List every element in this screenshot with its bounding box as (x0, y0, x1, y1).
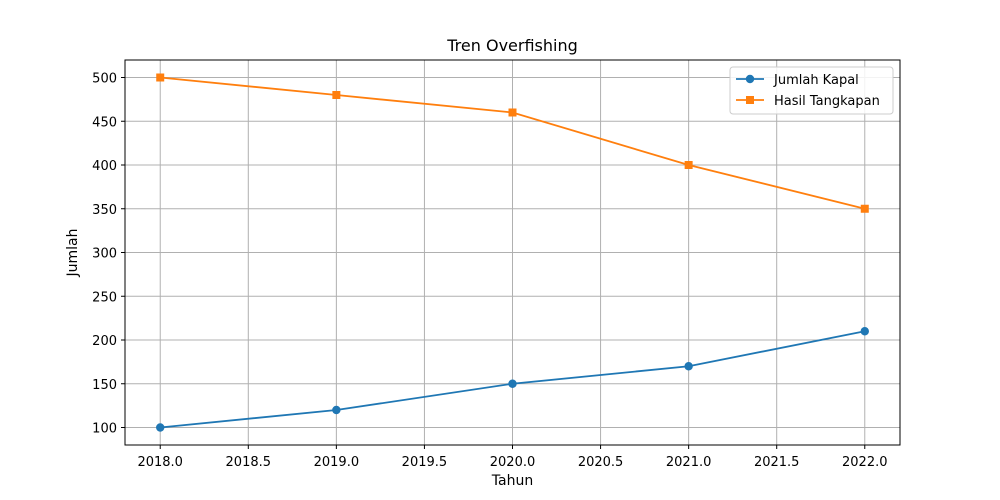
chart-title: Tren Overfishing (446, 36, 578, 55)
legend-item-2: Hasil Tangkapan (736, 94, 880, 109)
legend-label: Hasil Tangkapan (774, 94, 880, 109)
ticks: 2018.0 2018.5 2019.0 2019.5 2020.0 2020.5 2021… (92, 72, 887, 471)
data-point-circle (508, 379, 517, 388)
x-tick-label: 2020.5 (578, 455, 624, 470)
y-axis-label: Jumlah (65, 229, 81, 278)
y-tick-label: 200 (92, 334, 117, 349)
y-tick-label: 450 (92, 115, 117, 130)
x-axis-label: Tahun (491, 473, 533, 489)
data-point-square (508, 108, 517, 117)
legend-marker-square (746, 96, 754, 104)
x-tick-label: 2022.0 (842, 455, 888, 470)
data-point-square (860, 204, 869, 213)
y-tick-label: 150 (92, 378, 117, 393)
legend-item-1: Jumlah Kapal (736, 73, 859, 88)
y-tick-label: 500 (92, 72, 117, 87)
y-tick-label: 100 (92, 422, 117, 437)
data-point-circle (684, 362, 693, 371)
x-tick-label: 2021.0 (666, 455, 712, 470)
data-point-square (332, 91, 341, 99)
y-tick-label: 250 (92, 290, 117, 305)
y-tick-label: 350 (92, 203, 117, 218)
series-2 (156, 73, 869, 213)
series-layer (156, 73, 869, 432)
legend-label: Jumlah Kapal (773, 73, 859, 88)
series-1 (156, 327, 869, 432)
legend-marker-circle (745, 74, 755, 84)
x-tick-label: 2019.5 (402, 455, 448, 470)
y-tick-label: 400 (92, 159, 117, 174)
data-point-square (684, 161, 693, 169)
x-tick-label: 2021.5 (754, 455, 800, 470)
data-point-square (156, 73, 165, 82)
x-tick-label: 2020.0 (490, 455, 536, 470)
x-tick-label: 2019.0 (314, 455, 360, 470)
data-point-circle (156, 423, 165, 432)
y-tick-label: 300 (92, 247, 117, 262)
x-tick-label: 2018.0 (137, 455, 183, 470)
data-point-circle (860, 327, 869, 336)
data-point-circle (332, 405, 341, 415)
x-tick-label: 2018.5 (226, 455, 272, 470)
legend: Jumlah Kapal Hasil Tangkapan (729, 66, 894, 115)
legend-box (729, 66, 894, 115)
